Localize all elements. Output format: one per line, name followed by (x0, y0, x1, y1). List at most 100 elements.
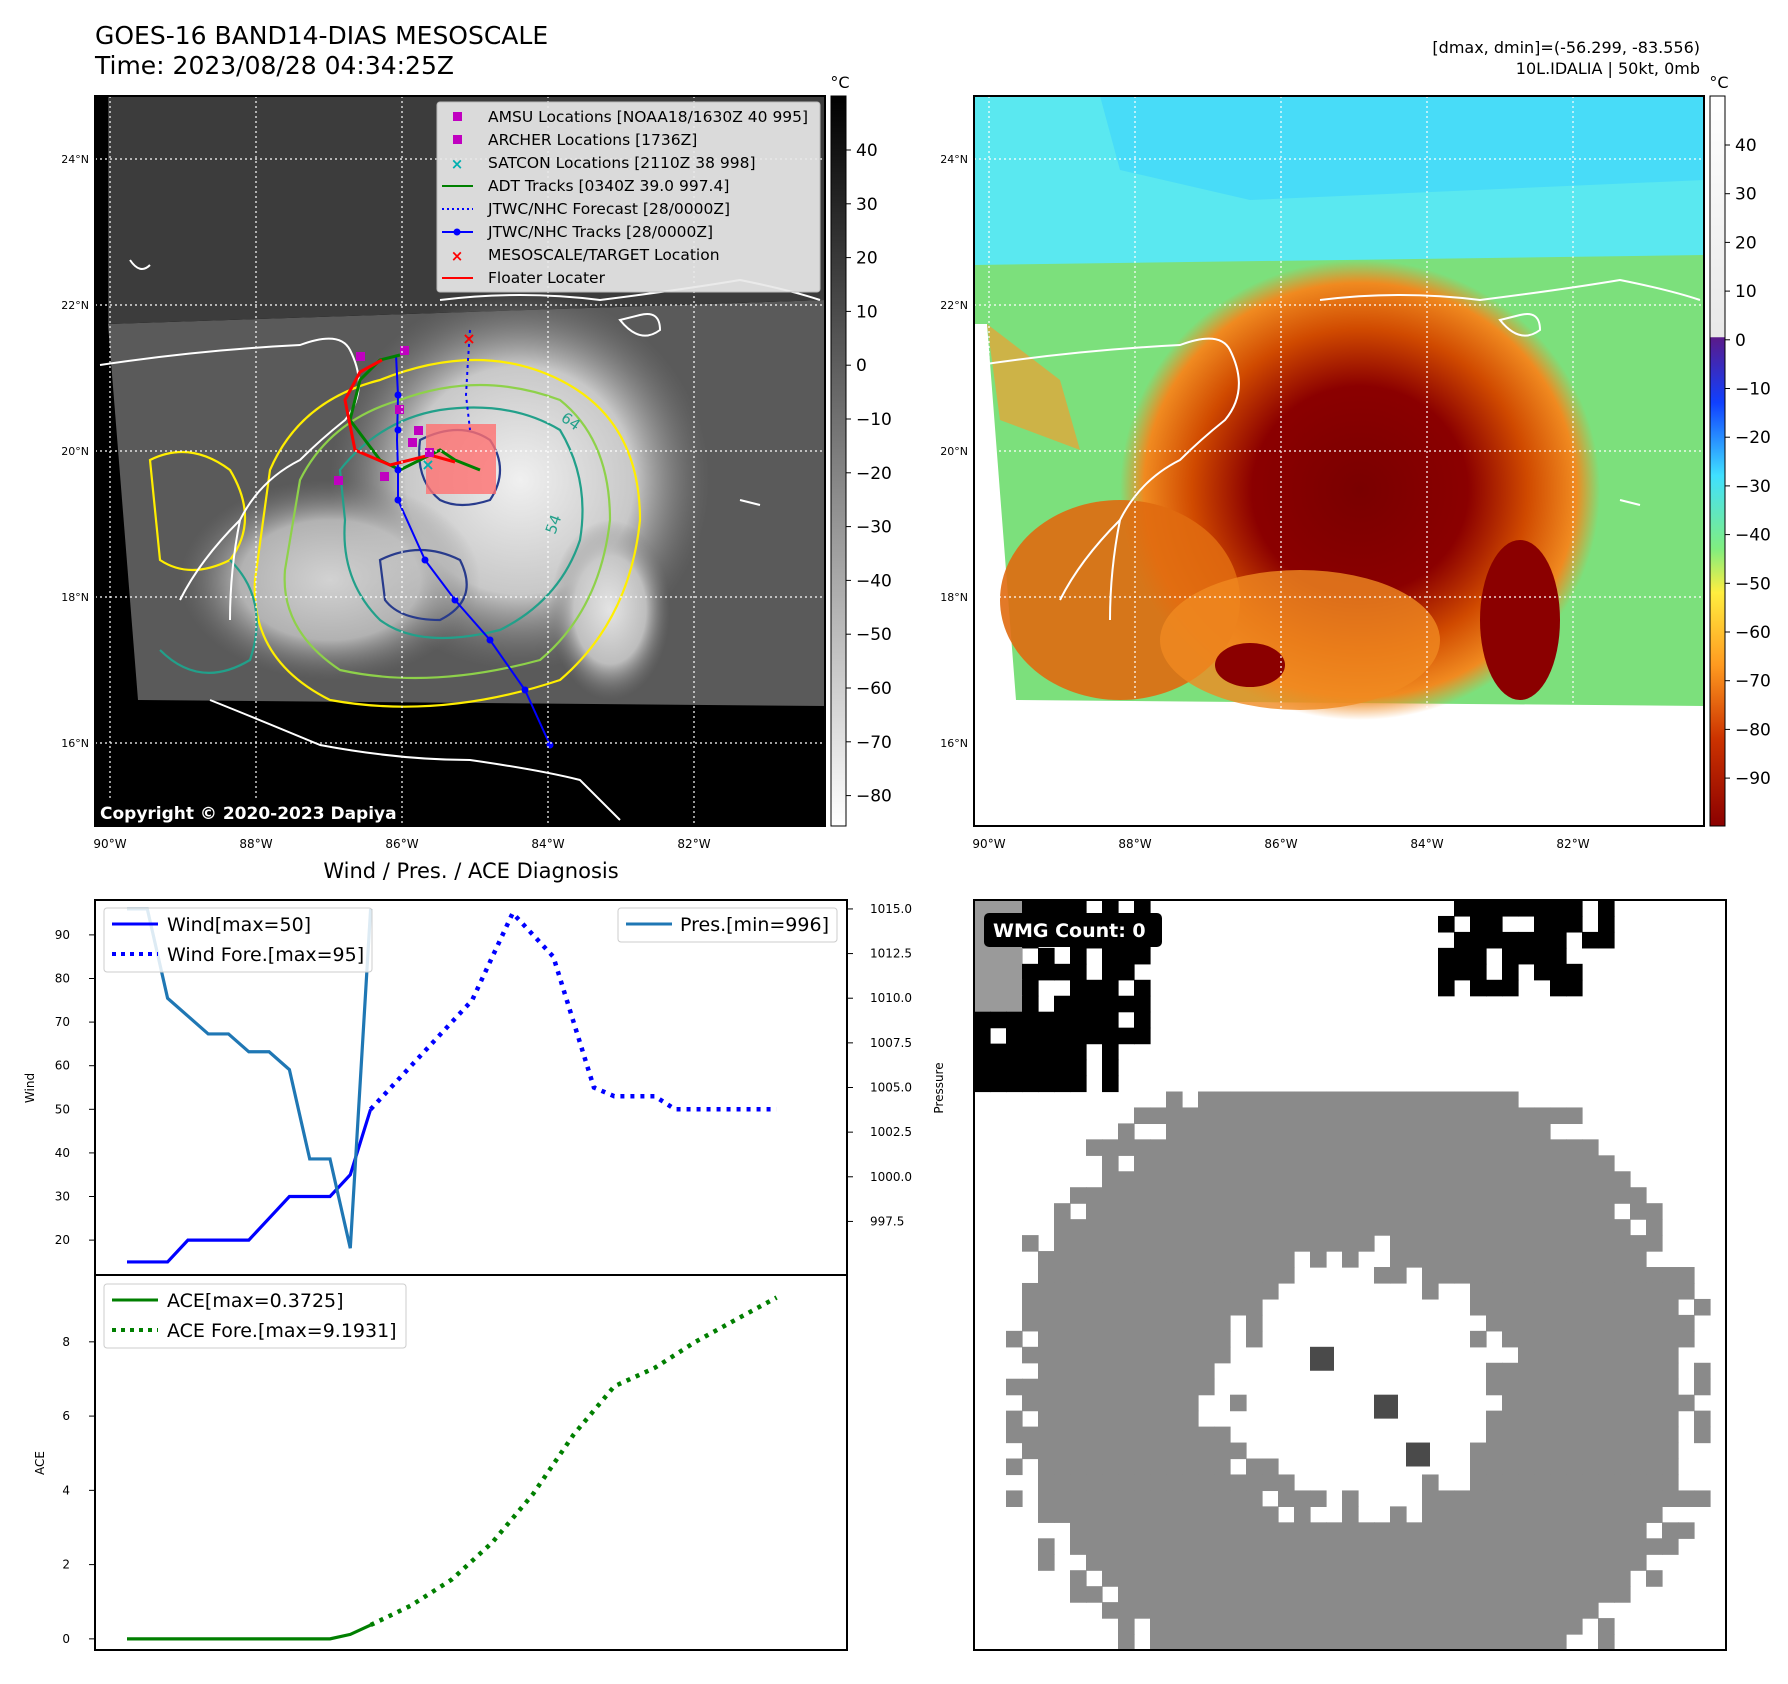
lat-label: 22°N (61, 299, 89, 312)
ir-panel: × × 64 54 Copyright © 2020-2023 Dapiya A… (94, 95, 826, 827)
ace-tick-label: 4 (62, 1483, 70, 1497)
legend-entry: JTWC/NHC Forecast [28/0000Z] (442, 200, 730, 218)
wind-series-line (127, 1108, 373, 1264)
svg-text:×: × (462, 329, 475, 348)
lon-label: 82°W (677, 837, 710, 851)
pressure-tick-label: 1007.5 (870, 1036, 912, 1050)
wind-tick-label: 70 (55, 1015, 70, 1029)
wind-legend-entry: Wind[max=50] (167, 914, 311, 936)
colorbar-tick-label: 40 (856, 141, 878, 161)
lat-label: 20°N (61, 445, 89, 458)
figure-time: Time: 2023/08/28 04:34:25Z (94, 51, 454, 80)
wind-tick-label: 60 (55, 1059, 70, 1073)
svg-text:ADT Tracks [0340Z 39.0 997.4]: ADT Tracks [0340Z 39.0 997.4] (488, 177, 729, 195)
colorbar-tick-label: −80 (856, 787, 892, 807)
lon-label: 84°W (531, 837, 564, 851)
colorbar-tick-label: 20 (856, 249, 878, 269)
pressure-tick-label: 1005.0 (870, 1081, 912, 1095)
enhanced-panel (973, 95, 1705, 827)
colorbar-tick-label: 30 (856, 195, 878, 215)
svg-text:×: × (451, 247, 464, 265)
colorbar-tick-label: −30 (1735, 477, 1771, 497)
ace-forecast-series-line (369, 1295, 778, 1628)
colorbar-tick-label: −10 (1735, 380, 1771, 400)
colorbar-tick-label: −10 (856, 410, 892, 430)
ace-chart: ACE 0 2 4 6 8 ACE[max=0.3725] ACE Fore.[max=… (33, 1274, 848, 1651)
wind-forecast-legend-entry: Wind Fore.[max=95] (167, 944, 364, 966)
svg-text:JTWC/NHC Forecast [28/0000Z]: JTWC/NHC Forecast [28/0000Z] (487, 200, 730, 218)
colorbar-tick-label: 20 (1735, 233, 1757, 253)
colorbar-tick-label: −20 (856, 464, 892, 484)
lat-label: 24°N (61, 153, 89, 166)
ace-legend-entry: ACE[max=0.3725] (167, 1290, 344, 1312)
colorbar-tick-label: −40 (856, 571, 892, 591)
lon-label: 88°W (239, 837, 272, 851)
pressure-tick-label: 997.5 (870, 1214, 904, 1228)
ace-forecast-legend-entry: ACE Fore.[max=9.1931] (167, 1320, 397, 1342)
ir-colorbar-unit: °C (830, 73, 849, 92)
svg-text:ARCHER Locations [1736Z]: ARCHER Locations [1736Z] (488, 131, 697, 149)
wind-pressure-chart: Wind Pressure 20 30 40 50 60 70 80 90 1015.0 101… (23, 899, 946, 1276)
colorbar-tick-label: −70 (1735, 672, 1771, 692)
pressure-tick-label: 1015.0 (870, 902, 912, 916)
colorbar-tick-label: −20 (1735, 428, 1771, 448)
pressure-legend-entry: Pres.[min=996] (680, 914, 829, 936)
colorbar-tick-label: −60 (1735, 623, 1771, 643)
lon-label: 82°W (1556, 837, 1589, 851)
lon-label: 90°W (93, 837, 126, 851)
colorbar-tick-label: 40 (1735, 136, 1757, 156)
wind-tick-label: 50 (55, 1102, 70, 1116)
lat-label: 18°N (61, 591, 89, 604)
colorbar-tick-label: 10 (1735, 282, 1757, 302)
svg-text:MESOSCALE/TARGET Location: MESOSCALE/TARGET Location (488, 246, 720, 264)
lon-label: 90°W (972, 837, 1005, 851)
wmg-panel: WMG Count: 0 (973, 899, 1727, 1651)
pressure-tick-label: 1012.5 (870, 947, 912, 961)
wind-tick-label: 40 (55, 1146, 70, 1160)
enhanced-colorbar-unit: °C (1709, 73, 1728, 92)
colorbar-tick-label: −50 (856, 625, 892, 645)
svg-text:×: × (451, 155, 464, 173)
svg-text:Floater Locater: Floater Locater (488, 269, 606, 287)
ir-colorbar: °C 40 30 20 10 0 −10 −20 −30 −40 −50 −60 −70 −80 (830, 73, 892, 827)
wmg-count-badge: WMG Count: 0 (993, 920, 1146, 942)
colorbar-tick-label: 0 (1735, 331, 1746, 351)
pressure-tick-label: 1000.0 (870, 1170, 912, 1184)
lat-label: 16°N (61, 737, 89, 750)
lat-label: 20°N (940, 445, 968, 458)
storm-readout: 10L.IDALIA | 50kt, 0mb (1516, 59, 1700, 78)
legend-entry: × SATCON Locations [2110Z 38 998] (451, 154, 756, 173)
lon-label: 84°W (1410, 837, 1443, 851)
lat-label: 24°N (940, 153, 968, 166)
colorbar-tick-label: −50 (1735, 574, 1771, 594)
svg-text:JTWC/NHC Tracks [28/0000Z]: JTWC/NHC Tracks [28/0000Z] (487, 223, 713, 241)
legend-entry: JTWC/NHC Tracks [28/0000Z] (442, 223, 713, 241)
ace-tick-label: 8 (62, 1335, 70, 1349)
copyright: Copyright © 2020-2023 Dapiya (100, 804, 397, 824)
ace-tick-label: 6 (62, 1409, 70, 1423)
colorbar-tick-label: 30 (1735, 185, 1757, 205)
legend-entry: ARCHER Locations [1736Z] (453, 131, 697, 149)
wind-tick-label: 30 (55, 1190, 70, 1204)
legend-entry: ADT Tracks [0340Z 39.0 997.4] (442, 177, 729, 195)
legend-entry: Floater Locater (442, 269, 606, 287)
wind-tick-label: 90 (55, 928, 70, 942)
ace-tick-label: 0 (62, 1632, 70, 1646)
legend-box (436, 101, 821, 293)
ace-tick-label: 2 (62, 1558, 70, 1572)
legend-entry: × MESOSCALE/TARGET Location (451, 246, 720, 265)
colorbar-tick-label: 10 (856, 302, 878, 322)
ir-legend: AMSU Locations [NOAA18/1630Z 40 995] ARCH… (436, 101, 821, 293)
colorbar-tick-label: −60 (856, 679, 892, 699)
contour-label: 54 (542, 512, 565, 536)
colorbar-tick-label: −70 (856, 733, 892, 753)
lon-label: 86°W (1264, 837, 1297, 851)
wind-forecast-series-line (368, 909, 777, 1112)
pressure-tick-label: 1002.5 (870, 1125, 912, 1139)
svg-text:AMSU Locations [NOAA18/1630Z 4: AMSU Locations [NOAA18/1630Z 40 995] (488, 108, 808, 126)
figure-title: GOES-16 BAND14-DIAS MESOSCALE (95, 21, 548, 50)
colorbar-tick-label: −40 (1735, 526, 1771, 546)
ace-series-line (127, 1623, 372, 1641)
pressure-tick-label: 1010.0 (870, 991, 912, 1005)
